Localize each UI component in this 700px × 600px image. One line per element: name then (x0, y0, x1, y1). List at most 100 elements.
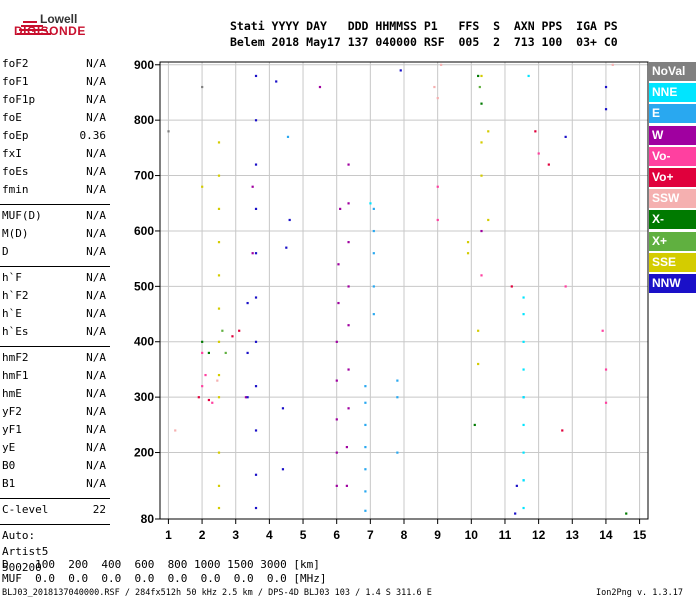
data-point (372, 285, 375, 288)
data-point (522, 396, 525, 399)
data-point (477, 329, 480, 332)
legend-item-x-: X+ (649, 231, 696, 251)
x-tick-label: 3 (232, 528, 239, 542)
param-name-hmf1: hmF1 (2, 369, 29, 382)
data-point (522, 479, 525, 482)
data-point (466, 241, 470, 244)
data-point (515, 484, 518, 487)
param-name-hes: h`Es (2, 325, 29, 338)
y-tick-label: 200 (134, 446, 154, 460)
param-value-hme: N/A (86, 387, 106, 400)
panel-separator (0, 266, 110, 267)
param-value-hes: N/A (86, 325, 106, 338)
param-value-hf2: N/A (86, 289, 106, 302)
x-tick-label: 5 (300, 528, 307, 542)
chart-grid (160, 62, 648, 520)
data-point (522, 506, 525, 510)
data-point (347, 163, 350, 166)
param-value-d: N/A (86, 245, 106, 258)
data-point (254, 163, 258, 166)
x-tick-label: 15 (633, 528, 647, 542)
x-tick-label: 8 (401, 528, 408, 542)
data-point (217, 340, 221, 343)
data-point (537, 152, 540, 155)
data-point (534, 130, 537, 133)
data-point (436, 97, 439, 100)
series-vo- (197, 130, 564, 432)
param-value-hmf2: N/A (86, 351, 106, 364)
data-point (564, 135, 567, 138)
param-value-fof1p: N/A (86, 93, 106, 106)
data-point (347, 324, 350, 327)
data-point (372, 207, 375, 210)
data-point (480, 102, 483, 105)
data-point (369, 202, 372, 205)
param-name-hme: hmE (2, 387, 22, 400)
data-point (318, 85, 322, 89)
data-point (217, 373, 221, 377)
x-tick-label: 11 (499, 528, 512, 542)
data-point (217, 506, 221, 510)
data-point (477, 362, 480, 366)
data-point (345, 445, 348, 449)
digisonde-logo-graphic (4, 6, 52, 35)
data-point (217, 141, 221, 144)
data-point (231, 335, 234, 338)
param-value-he: N/A (86, 307, 106, 320)
param-name-b1: B1 (2, 477, 16, 490)
x-tick-label: 12 (532, 528, 546, 542)
panel-separator (0, 524, 110, 525)
x-tick-label: 1 (165, 528, 172, 542)
data-point (288, 218, 291, 222)
logo-lowell-text: Lowell (40, 12, 78, 26)
data-point (251, 252, 254, 255)
data-point (254, 385, 258, 388)
data-point (396, 396, 399, 399)
param-value-b1: N/A (86, 477, 106, 490)
legend-item-noval: NoVal (649, 62, 696, 81)
data-point (561, 429, 564, 432)
param-name-hf: h`F (2, 271, 22, 284)
data-point (473, 423, 476, 427)
data-point (364, 385, 367, 388)
data-point (396, 451, 399, 454)
param-value-fof1: N/A (86, 75, 106, 88)
param-value-md: N/A (86, 227, 106, 240)
param-name-d: D (2, 245, 9, 258)
param-name-ye: yE (2, 441, 16, 454)
data-point (335, 451, 338, 454)
param-name-b0: B0 (2, 459, 16, 472)
header-labels: Stati YYYY DAY DDD HHMMSS P1 FFS S AXN P… (230, 19, 618, 33)
series-e (286, 135, 525, 512)
data-point (399, 69, 402, 72)
data-point (201, 85, 204, 89)
data-point (466, 252, 470, 255)
data-point (372, 229, 375, 233)
data-point (364, 490, 367, 493)
data-point (440, 63, 443, 66)
data-point (335, 340, 338, 343)
data-point (433, 85, 436, 89)
data-point (436, 218, 439, 222)
data-point (217, 451, 221, 454)
d-row: D 100 200 400 600 800 1000 1500 3000 [km… (2, 558, 320, 571)
data-point (611, 63, 614, 66)
data-point (364, 401, 367, 404)
y-tick-label: 80 (141, 512, 155, 526)
data-point (224, 351, 227, 355)
data-point (254, 119, 258, 122)
series-w (244, 85, 483, 487)
data-point (246, 351, 249, 355)
data-point (396, 379, 399, 382)
param-name-yf1: yF1 (2, 423, 22, 436)
data-point (564, 285, 567, 288)
chart-axes: 1 2 3 4 5 6 7 8 9 10 11 12 13 14 158020030040050060070… (134, 58, 649, 542)
data-point (604, 108, 608, 111)
param-name-foes: foEs (2, 165, 29, 178)
data-point (244, 396, 248, 399)
param-name-md: M(D) (2, 227, 29, 240)
data-point (604, 401, 608, 404)
y-tick-label: 700 (134, 169, 154, 183)
data-point (480, 141, 483, 144)
clevel-value: 22 (92, 503, 106, 516)
